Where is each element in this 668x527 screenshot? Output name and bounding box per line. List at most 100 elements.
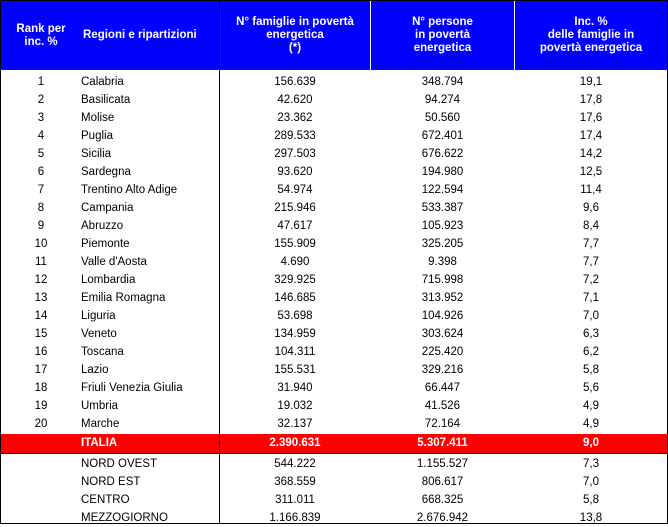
- incidence-cell: 9,0: [583, 437, 599, 449]
- total-row: ITALIA 2.390.631 5.307.411 9,0: [1, 434, 667, 453]
- rank-cell: 4: [37, 130, 45, 142]
- persons-cell: 329.216: [421, 364, 464, 376]
- persons-cell: 325.205: [421, 238, 464, 250]
- persons-cell: 348.794: [421, 76, 464, 88]
- families-cell: 54.974: [277, 184, 313, 196]
- rank-cell: 10: [34, 238, 48, 250]
- incidence-cell: 19,1: [579, 76, 603, 88]
- area-row: NORD EST 368.559 806.617 7,0: [1, 473, 667, 491]
- incidence-cell: 7,7: [583, 238, 599, 250]
- rank-cell: 15: [34, 328, 48, 340]
- header-divider: [514, 1, 515, 70]
- table-row: 5 Sicilia 297.503 676.622 14,2: [1, 145, 667, 163]
- table-header: Rank per inc. % Regioni e ripartizioni N…: [1, 1, 667, 70]
- persons-cell: 533.387: [421, 202, 464, 214]
- table-row: 1 Calabria 156.639 348.794 19,1: [1, 73, 667, 91]
- table-row: 11 Valle d'Aosta 4.690 9.398 7,7: [1, 253, 667, 271]
- region-cell: Veneto: [81, 328, 117, 340]
- region-cell: NORD OVEST: [81, 458, 158, 470]
- rank-cell: 9: [37, 220, 45, 232]
- rank-cell: 20: [34, 418, 48, 430]
- region-cell: Valle d'Aosta: [81, 256, 147, 268]
- region-cell: Calabria: [81, 76, 124, 88]
- rank-cell: 17: [34, 364, 48, 376]
- region-cell: NORD EST: [81, 476, 141, 488]
- families-cell: 23.362: [277, 112, 313, 124]
- families-cell: 134.959: [274, 328, 316, 340]
- incidence-cell: 4,9: [583, 418, 599, 430]
- region-cell: Liguria: [81, 310, 116, 322]
- persons-cell: 313.952: [421, 292, 464, 304]
- rank-cell: 11: [35, 256, 47, 268]
- region-cell: Lombardia: [81, 274, 136, 286]
- table-row: 3 Molise 23.362 50.560 17,6: [1, 109, 667, 127]
- incidence-cell: 7,0: [583, 310, 599, 322]
- incidence-cell: 13,8: [579, 512, 603, 524]
- table-row: 6 Sardegna 93.620 194.980 12,5: [1, 163, 667, 181]
- persons-cell: 303.624: [421, 328, 464, 340]
- region-cell: Friuli Venezia Giulia: [81, 382, 183, 394]
- region-cell: Campania: [81, 202, 134, 214]
- region-cell: CENTRO: [81, 494, 130, 506]
- incidence-cell: 17,4: [579, 130, 603, 142]
- families-cell: 93.620: [277, 166, 313, 178]
- rank-cell: 1: [37, 76, 45, 88]
- families-cell: 4.690: [280, 256, 310, 268]
- rank-cell: 8: [37, 202, 45, 214]
- region-cell: Basilicata: [81, 94, 131, 106]
- persons-cell: 715.998: [421, 274, 464, 286]
- persons-cell: 5.307.411: [417, 437, 468, 449]
- rank-cell: 2: [37, 94, 45, 106]
- incidence-cell: 5,8: [583, 364, 599, 376]
- incidence-cell: 17,6: [579, 112, 603, 124]
- table-row: 4 Puglia 289.533 672.401 17,4: [1, 127, 667, 145]
- region-cell: Umbria: [81, 400, 119, 412]
- families-cell: 544.222: [274, 458, 316, 470]
- incidence-cell: 12,5: [579, 166, 603, 178]
- incidence-cell: 4,9: [583, 400, 599, 412]
- table-row: 2 Basilicata 42.620 94.274 17,8: [1, 91, 667, 109]
- persons-cell: 66.447: [424, 382, 461, 394]
- incidence-cell: 7,3: [583, 458, 599, 470]
- families-cell: 31.940: [277, 382, 313, 394]
- region-cell: Marche: [81, 418, 120, 430]
- table-row: 20 Marche 32.137 72.164 4,9: [1, 415, 667, 433]
- table-row: 9 Abruzzo 47.617 105.923 8,4: [1, 217, 667, 235]
- table-row: 16 Toscana 104.311 225.420 6,2: [1, 343, 667, 361]
- families-cell: 104.311: [274, 346, 316, 358]
- families-cell: 215.946: [274, 202, 316, 214]
- header-families: N° famiglie in povertà energetica (*): [236, 16, 354, 54]
- incidence-cell: 7,0: [583, 476, 599, 488]
- rank-cell: 6: [37, 166, 45, 178]
- families-cell: 42.620: [277, 94, 313, 106]
- rank-cell: 7: [37, 184, 45, 196]
- families-cell: 1.166.839: [269, 512, 321, 524]
- table-row: 10 Piemonte 155.909 325.205 7,7: [1, 235, 667, 253]
- families-cell: 155.909: [274, 238, 316, 250]
- persons-cell: 9.398: [428, 256, 457, 268]
- persons-cell: 2.676.942: [416, 512, 469, 524]
- incidence-cell: 5,6: [583, 382, 599, 394]
- table-row: 13 Emilia Romagna 146.685 313.952 7,1: [1, 289, 667, 307]
- area-row: NORD OVEST 544.222 1.155.527 7,3: [1, 455, 667, 473]
- persons-cell: 105.923: [421, 220, 464, 232]
- incidence-cell: 5,8: [583, 494, 599, 506]
- incidence-cell: 11,4: [580, 184, 602, 196]
- rank-cell: 14: [34, 310, 48, 322]
- header-rank: Rank per inc. %: [16, 22, 66, 48]
- families-cell: 155.531: [274, 364, 316, 376]
- table-row: 19 Umbria 19.032 41.526 4,9: [1, 397, 667, 415]
- incidence-cell: 14,2: [579, 148, 603, 160]
- section-divider: [1, 453, 667, 454]
- rank-cell: 3: [37, 112, 45, 124]
- rank-cell: 5: [37, 148, 45, 160]
- persons-cell: 668.325: [421, 494, 464, 506]
- incidence-cell: 7,2: [583, 274, 599, 286]
- region-cell: Lazio: [81, 364, 109, 376]
- rank-cell: 19: [34, 400, 48, 412]
- persons-cell: 672.401: [421, 130, 464, 142]
- persons-cell: 104.926: [421, 310, 464, 322]
- families-cell: 311.011: [275, 494, 315, 506]
- header-region: Regioni e ripartizioni: [83, 29, 197, 41]
